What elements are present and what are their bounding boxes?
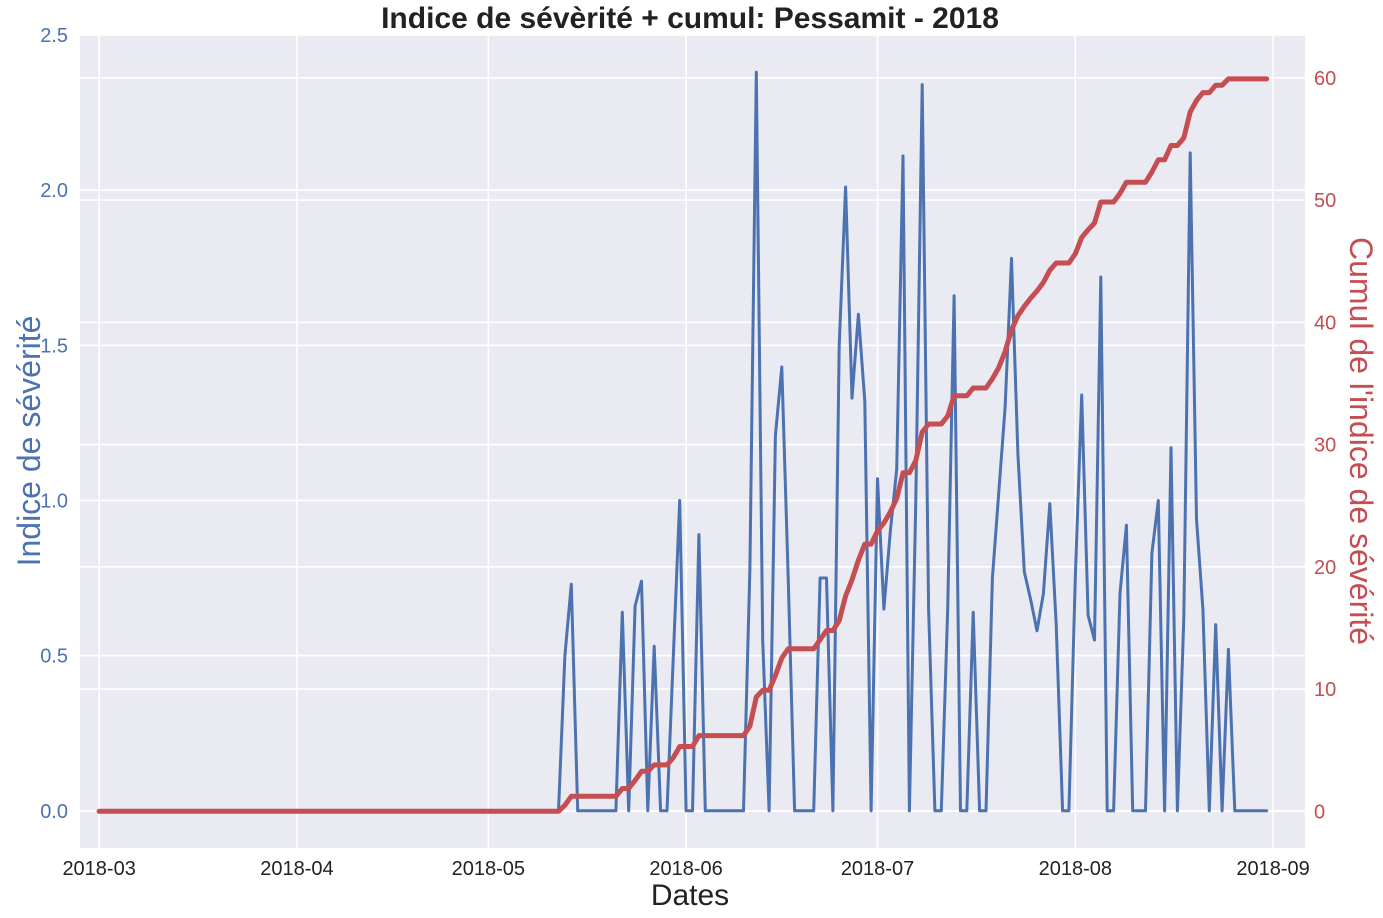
x-tick-label: 2018-05 <box>452 858 525 880</box>
y-right-tick-label: 10 <box>1314 679 1336 701</box>
x-tick-label: 2018-08 <box>1039 858 1112 880</box>
y-right-tick-label: 40 <box>1314 312 1336 334</box>
y-right-tick-label: 30 <box>1314 435 1336 457</box>
x-axis: 2018-03 2018-04 2018-05 2018-06 2018-07 2018-… <box>62 858 1309 880</box>
series-line-severity <box>97 70 1269 813</box>
y-left-tick-label: 1.5 <box>40 335 68 357</box>
y-left-tick-label: 0.5 <box>40 646 68 668</box>
x-tick-label: 2018-07 <box>841 858 914 880</box>
y-right-tick-label: 50 <box>1314 190 1336 212</box>
y-left-tick-label: 2.5 <box>40 25 68 47</box>
plot-background <box>80 35 1305 848</box>
y-right-tick-label: 0 <box>1314 801 1325 823</box>
y-axis-left: 0.0 0.5 1.0 1.5 2.0 2.5 <box>40 25 68 823</box>
y-left-tick-label: 0.0 <box>40 801 68 823</box>
y-left-tick-label: 2.0 <box>40 180 68 202</box>
y-axis-right: 0 10 20 30 40 50 60 <box>1314 68 1336 824</box>
x-tick-label: 2018-03 <box>62 858 135 880</box>
y-right-tick-label: 20 <box>1314 557 1336 579</box>
x-tick-label: 2018-04 <box>260 858 333 880</box>
x-tick-label: 2018-09 <box>1236 858 1309 880</box>
series-layer <box>96 70 1270 814</box>
y-left-tick-label: 1.0 <box>40 490 68 512</box>
series-line-cumul <box>96 76 1270 814</box>
y-axis-right-label: Cumul de l'indice de sévérité <box>1343 237 1379 645</box>
y-axis-left-label: Indice de sévérité <box>11 316 47 567</box>
chart-title: Indice de sévèrité + cumul: Pessamit - 2… <box>381 2 999 35</box>
x-axis-label: Dates <box>651 879 729 912</box>
y-right-tick-label: 60 <box>1314 68 1336 90</box>
x-tick-label: 2018-06 <box>649 858 722 880</box>
